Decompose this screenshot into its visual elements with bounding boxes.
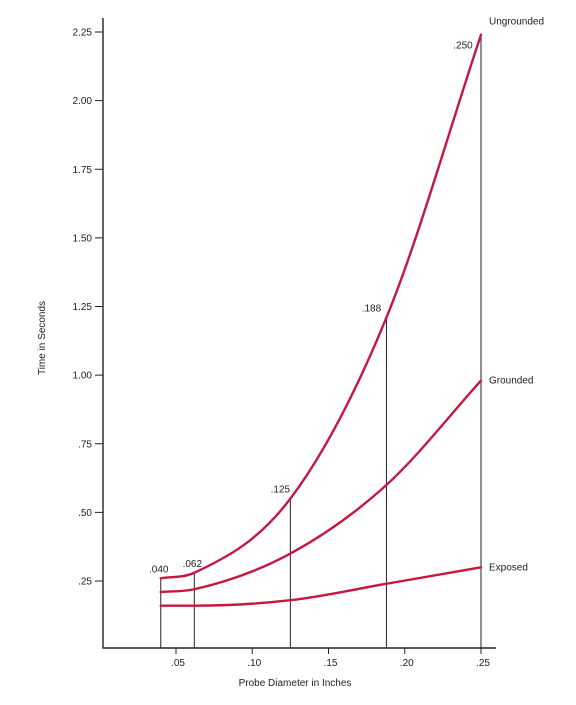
y-tick-label: 2.00	[73, 96, 93, 107]
y-axis-title: Time in Seconds	[37, 301, 48, 375]
series-line-grounded	[159, 379, 483, 594]
series-lines	[159, 33, 483, 607]
diameter-annotation: .062	[183, 559, 203, 570]
y-tick-label: 1.25	[73, 302, 93, 313]
series-label-grounded: Grounded	[489, 376, 533, 387]
x-tick-label: .15	[324, 658, 338, 669]
axes	[95, 18, 496, 654]
y-tick-label: .75	[78, 439, 92, 450]
diameter-annotation: .125	[271, 485, 291, 496]
x-tick-label: .10	[247, 658, 261, 669]
diameter-annotation: .188	[362, 303, 382, 314]
y-tick-label: 1.50	[73, 233, 93, 244]
labels: .25 .50 .75 1.00 1.25 1.50 1.75 2.00 2.25 .05 .10.…	[37, 17, 544, 689]
diameter-annotation: .250	[453, 41, 473, 52]
y-tick-label: 1.75	[73, 165, 93, 176]
series-line-ungrounded	[159, 33, 483, 580]
series-label-exposed: Exposed	[489, 562, 528, 573]
x-tick-label: .05	[171, 658, 185, 669]
y-tick-label: 1.00	[73, 371, 93, 382]
y-tick-label: .25	[78, 577, 92, 588]
diameter-annotation: .040	[149, 564, 169, 575]
y-tick-label: .50	[78, 508, 92, 519]
series-label-ungrounded: Ungrounded	[489, 17, 544, 28]
x-tick-label: .25	[476, 658, 490, 669]
drop-lines	[160, 34, 482, 648]
y-tick-label: 2.25	[73, 28, 93, 39]
x-tick-label: .20	[400, 658, 414, 669]
x-axis-title: Probe Diameter in Inches	[239, 678, 352, 689]
